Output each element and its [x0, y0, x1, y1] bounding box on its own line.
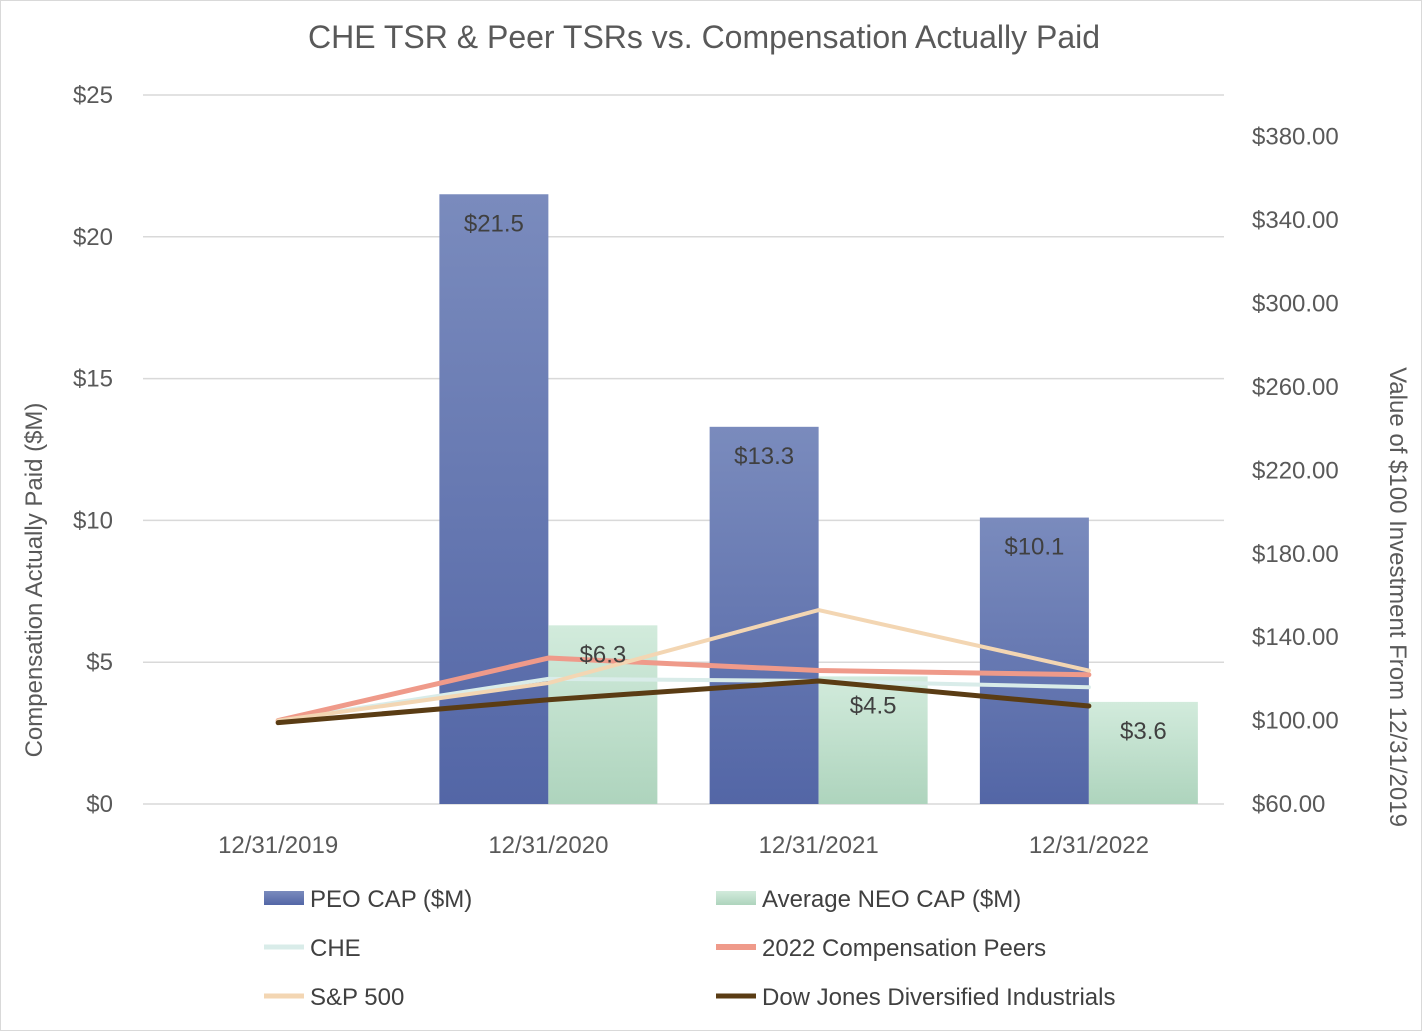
neo-cap-bar	[818, 676, 928, 804]
bar-data-label: $21.5	[464, 210, 524, 237]
bar-data-label: $3.6	[1120, 718, 1167, 745]
x-tick-label: 12/31/2020	[488, 832, 608, 859]
y-tick-label: $20	[73, 224, 113, 251]
y2-tick-label: $180.00	[1252, 541, 1339, 568]
neo-cap-bar	[548, 625, 658, 804]
series-line-2	[276, 608, 1091, 723]
legend-label: S&P 500	[310, 984, 404, 1011]
peo-cap-bar	[979, 517, 1089, 804]
y2-tick-label: $100.00	[1252, 708, 1339, 735]
series-line-1	[275, 655, 1092, 724]
y2-tick-label: $340.00	[1252, 207, 1339, 234]
x-tick-label: 12/31/2022	[1029, 832, 1149, 859]
series-line-3	[275, 678, 1092, 726]
legend: PEO CAP ($M) Average NEO CAP ($M) CHE 2022 …	[264, 886, 1115, 1011]
legend-swatch	[264, 891, 304, 905]
y-tick-label: $15	[73, 366, 113, 393]
y-tick-label: $10	[73, 507, 113, 534]
data-labels: $21.5 $13.3 $10.1 $6.3 $4.5 $3.6	[464, 210, 1167, 745]
x-tick-label: 12/31/2021	[759, 832, 879, 859]
y2-tick-label: $60.00	[1252, 791, 1325, 818]
lines	[275, 608, 1092, 726]
legend-label: 2022 Compensation Peers	[762, 935, 1046, 962]
x-tick-label: 12/31/2019	[218, 832, 338, 859]
peo-cap-bar	[439, 194, 549, 804]
legend-label: PEO CAP ($M)	[310, 886, 472, 913]
y2-axis-label: Value of $100 Investment From 12/31/2019	[1384, 367, 1411, 827]
bars	[439, 194, 1198, 804]
y2-tick-label: $220.00	[1252, 457, 1339, 484]
y2-tick-label: $300.00	[1252, 291, 1339, 318]
y-axis-label: Compensation Actually Paid ($M)	[21, 403, 48, 758]
y2-tick-label: $140.00	[1252, 624, 1339, 651]
y-tick-label: $0	[86, 791, 113, 818]
axes: $0 $5 $10 $15 $20 $25 $60.00 $100.00 $140.00 $180…	[73, 82, 1339, 859]
bar-data-label: $6.3	[580, 641, 627, 668]
y2-tick-label: $260.00	[1252, 374, 1339, 401]
y-tick-label: $5	[86, 649, 113, 676]
legend-label: CHE	[310, 935, 361, 962]
neo-cap-bar	[1088, 701, 1198, 804]
legend-label: Average NEO CAP ($M)	[762, 886, 1021, 913]
legend-label: Dow Jones Diversified Industrials	[762, 984, 1115, 1011]
bar-data-label: $4.5	[850, 692, 897, 719]
bar-data-label: $13.3	[734, 443, 794, 470]
y-tick-label: $25	[73, 82, 113, 109]
y2-tick-label: $380.00	[1252, 124, 1339, 151]
legend-swatch	[716, 891, 756, 905]
bar-data-label: $10.1	[1004, 534, 1064, 561]
chart-title: CHE TSR & Peer TSRs vs. Compensation Act…	[308, 19, 1100, 55]
series-line-0	[276, 676, 1091, 723]
